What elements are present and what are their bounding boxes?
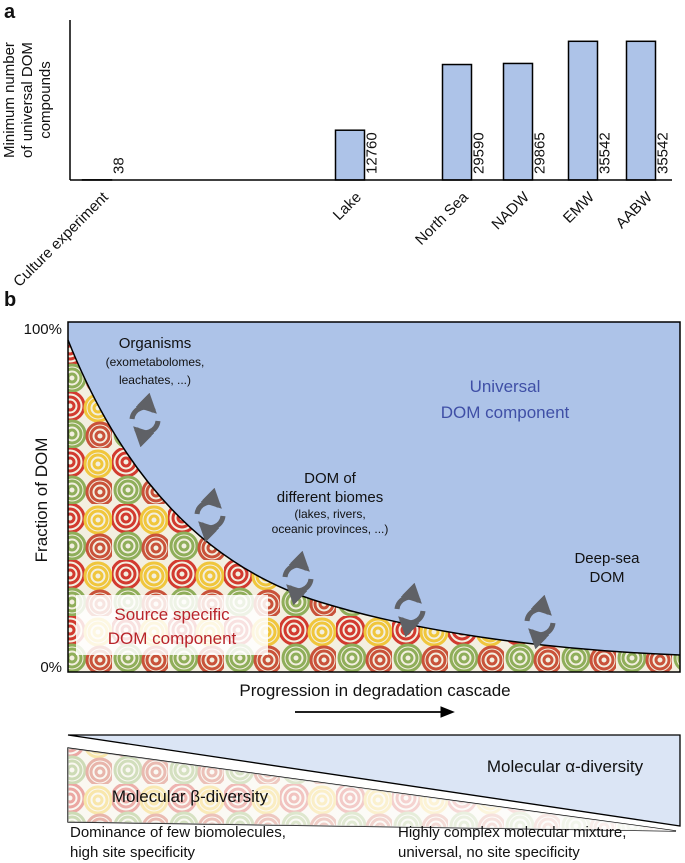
right-note: universal, no site specificity	[398, 844, 580, 861]
frame	[67, 321, 681, 673]
x-tick-label: NADW	[488, 188, 533, 233]
x-tick-label: AABW	[613, 188, 657, 232]
x-tick-label: Lake	[330, 189, 365, 224]
label-backdrop	[76, 595, 268, 655]
bar	[334, 129, 366, 181]
biomes-label: DOM of	[304, 470, 357, 487]
beta-fade	[68, 748, 676, 831]
y-tick-label: 0%	[40, 659, 62, 676]
organisms-note: (exometabolomes,	[106, 355, 205, 369]
value-label: 29865	[532, 132, 549, 174]
alpha-label: Molecular α-diversity	[487, 757, 644, 776]
bar	[625, 40, 657, 181]
curve	[67, 339, 681, 656]
bar	[567, 40, 599, 181]
value-label: 35542	[655, 132, 672, 174]
x-axis-label: Progression in degradation cascade	[239, 681, 510, 700]
y-label-line: Minimum number	[1, 42, 18, 158]
alpha-wedge	[67, 734, 681, 827]
panel-label: b	[4, 289, 16, 311]
biomes-note: (lakes, rivers,	[294, 507, 365, 521]
y-axis-label: Minimum number of universal DOM compound…	[1, 42, 54, 158]
value-label: 35542	[597, 132, 614, 174]
y-label-line: of universal DOM	[19, 42, 36, 158]
beta-label: Molecular β-diversity	[112, 787, 269, 806]
y-axis-label: Fraction of DOM	[32, 438, 51, 563]
left-note: Dominance of few biomolecules,	[70, 824, 286, 841]
value-label: 12760	[364, 132, 381, 174]
bar	[441, 63, 473, 181]
right-note: Highly complex molecular mixture,	[398, 824, 626, 841]
source-label: DOM component	[108, 629, 237, 648]
value-label: 38	[111, 157, 128, 174]
panel-label: a	[4, 1, 16, 23]
universal-label: Universal	[470, 377, 541, 396]
biomes-note: oceanic provinces, ...)	[272, 522, 389, 536]
deep-sea-label: DOM	[590, 569, 625, 586]
deep-sea-label: Deep-sea	[574, 550, 640, 567]
organisms-note: leachates, ...)	[119, 373, 191, 387]
source-region	[68, 340, 680, 672]
source-label: Source specific	[114, 605, 230, 624]
bar	[502, 62, 534, 181]
organisms-label: Organisms	[119, 335, 192, 352]
y-label-line: compounds	[37, 61, 54, 139]
y-tick-label: 100%	[24, 321, 62, 338]
x-tick-label: Culture experiment	[10, 188, 112, 290]
bar-chart: 38 Culture experiment 12760 Lake 29590 North …	[10, 40, 672, 290]
x-tick-label: North Sea	[412, 188, 472, 248]
universal-label: DOM component	[441, 403, 570, 422]
x-tick-label: EMW	[560, 188, 599, 227]
biomes-label: different biomes	[277, 489, 383, 506]
left-note: high site specificity	[70, 844, 196, 861]
value-label: 29590	[471, 132, 488, 174]
